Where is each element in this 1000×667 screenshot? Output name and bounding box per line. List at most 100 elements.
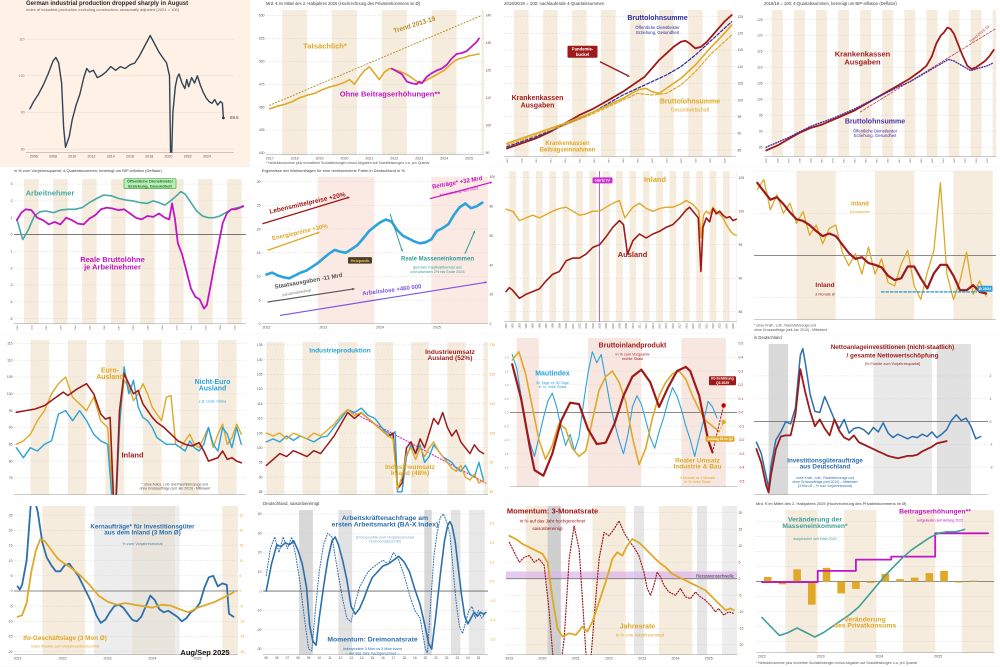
ft-industrial-production-figure: 80 90 100 110 2006 2008 2010 2012 2014 2016 2018 20…: [0, 0, 250, 167]
chart-title: in % zum Vorjahresquartal; 4-Quartalssum…: [14, 168, 163, 173]
background-stripe: [602, 170, 610, 322]
chart-panel-bip-mautindex-umsatz: 2.0 1.5 1.0 0.5 0.0 -0.5 -1.0 -1.5 -2.0 0.5 0.4 0.3…: [500, 333, 750, 501]
y-axis-tick: -5: [240, 605, 243, 609]
highlight-band: [547, 506, 561, 655]
series-tatsaechlich: [268, 53, 480, 110]
background-stripe: [656, 170, 663, 322]
x-axis-tick: 2024: [710, 157, 712, 163]
x-axis-tick: 10: [317, 656, 321, 660]
x-axis-tick: 17: [392, 656, 396, 660]
annotation: Mautindex: [535, 370, 570, 377]
marker-dot: [721, 419, 726, 424]
annotation: Ohne Beitragserhöhungen**: [340, 90, 441, 99]
nettoanlageinvestitionen-figure: 2 1 0 -1 -2 Nettoanlageinvestitionen (nicht-s…: [750, 333, 1000, 501]
x-axis-tick: 1995: [532, 322, 535, 328]
x-axis-tick: 2023: [719, 322, 722, 328]
x-axis-tick: 2013: [652, 322, 655, 328]
y-axis-tick: 95: [759, 113, 763, 117]
x-axis-tick: 2019: [505, 657, 513, 661]
series-inland-monatswerte: [756, 178, 987, 300]
x-axis-tick: 2012: [844, 157, 846, 163]
y-axis-tick: 105: [757, 82, 763, 86]
annotation: Bruttolohnsumme: [845, 118, 905, 125]
x-axis-tick: 2024: [725, 322, 728, 328]
auftraege-euro-nichteuro-inland-figure: 75 80 85 90 95 100 105 110 115 Euro-Ausland Nicht-…: [0, 333, 250, 501]
background-stripe: [875, 170, 915, 320]
x-axis-tick: 2020: [932, 157, 934, 163]
x-axis-tick: 2025: [465, 156, 473, 160]
series-arbeitnehmer: [16, 190, 244, 241]
x-axis-tick: 2023: [695, 157, 697, 163]
annotation: Monatswerte: [850, 210, 871, 214]
annotation: Veränderung der Masseneinkommen*: [782, 517, 848, 530]
y-axis-tick: 25: [9, 514, 13, 518]
x-axis-tick: 12: [339, 656, 343, 660]
chart-panel-momentum-jahresrate: -20 -15 -10 -5 0 5 10 15 20 2019 2020 2021 2022 2023 2…: [500, 500, 750, 667]
background-stripe: [282, 10, 308, 155]
y-axis-tick: 0: [259, 322, 261, 326]
y-axis-tick: 100: [757, 98, 763, 102]
y-axis-tick: 2.0: [505, 355, 509, 359]
x-axis-tick: 2021: [365, 156, 373, 160]
x-axis-tick: 2023: [817, 655, 825, 659]
y-axis-tick: 105: [490, 431, 496, 435]
chart-panel-reale-bruttoloehne: -5 -4 -3 -2 -1 0 1 2 3 2010 2011 2012 2013 2014 2015 20…: [0, 166, 250, 334]
y-axis-tick: -20: [240, 650, 245, 654]
background-stripe: [992, 10, 996, 157]
chart-footnote: * Nettolohnsumme plus monatliche Soziall…: [266, 161, 429, 165]
series-ausland: [505, 206, 737, 299]
x-axis-tick: 2020: [165, 154, 173, 158]
y-axis-tick: -2: [9, 266, 12, 270]
annotation: Beitragserhöhungen**: [899, 509, 971, 516]
bar: [852, 581, 860, 590]
highlight-band: [424, 510, 432, 655]
bar: [837, 581, 846, 594]
bar: [881, 574, 890, 582]
background-stripe: [904, 10, 916, 157]
y-axis-tick: 10: [240, 559, 244, 563]
x-axis-tick: 2016: [888, 157, 890, 163]
highlight-band: [338, 510, 353, 655]
annotation: Aug/Sep 2025: [180, 648, 229, 657]
arrowhead-icon: [351, 287, 355, 291]
x-axis-tick: 2017: [899, 157, 901, 163]
x-axis-tick: 2005: [598, 322, 601, 328]
x-axis-tick: 13: [349, 656, 353, 660]
y-axis-tick: 100: [7, 392, 13, 396]
x-axis-tick: 1998: [552, 322, 555, 328]
series-kernauftraege-inland: [16, 506, 235, 625]
annotation: % zum Vorjahresmonat: [122, 541, 163, 546]
x-axis-tick: 2018: [133, 324, 135, 330]
ba-x-arbeitskraeftenachfrage-figure: -30 -20 -10 0 10 20 30 40 3.5 2.5 1.5 0.5 -0.5 -1.5 -2…: [250, 500, 500, 667]
chart-panel-wahlumfragen-rechtsextrem: 0 5 10 15 20 25 30 0 20 40 60 80 100 2022 2023 2024 2025…: [250, 166, 500, 334]
annotation: aufgelaufen seit Mitte 2022: [793, 537, 836, 541]
arrowhead-icon: [626, 74, 630, 77]
chart-title: Mrd. € im Mittel des 2. Halbjahres 2025 …: [266, 1, 421, 6]
background-stripe: [522, 170, 530, 322]
background-stripe: [217, 339, 237, 495]
annotation: Bruttolohnsumme: [660, 98, 720, 105]
x-axis-tick: 2017: [608, 157, 610, 163]
background-stripe: [180, 339, 200, 495]
x-axis-tick: 2024: [203, 154, 211, 158]
y-axis-tick: 125: [738, 15, 744, 19]
series-krankenkassen-ausgaben-real: [765, 26, 995, 152]
y-axis-tick: 105: [739, 176, 745, 180]
series-nettoanlageinvestitionen: [755, 367, 948, 493]
y-axis-tick: 1.5: [505, 369, 509, 373]
background-stripe: [67, 339, 87, 495]
annotation: Inland: [851, 201, 869, 207]
chart-panel-kernauftraege-ifo-lage: -20 -15 -10 -5 0 5 10 15 20 25 -20 -15 -10 -5 0 5 10 15 20…: [0, 500, 250, 667]
annotation: / gesamte Nettowertschöpfung: [846, 352, 938, 359]
x-axis-tick: 2019: [692, 322, 695, 328]
annotation: Gesamtwirtschaft: [671, 108, 710, 114]
momentum-jahresrate-figure: -20 -15 -10 -5 0 5 10 15 20 2019 2020 2021 2022 2023 2…: [500, 500, 750, 667]
x-axis-tick: 1993: [518, 322, 521, 328]
x-axis-tick: 2024: [440, 156, 448, 160]
chart-panel-masseneinkommen-beitraege-konsum: 2022 2023 2024 2025 Veränderung der Massenein…: [750, 500, 1000, 667]
x-axis-tick: 07: [286, 656, 290, 660]
x-axis-tick: 2022: [758, 655, 766, 659]
x-axis-tick: 2021: [176, 324, 178, 330]
y-axis-tick: 25: [240, 514, 244, 518]
